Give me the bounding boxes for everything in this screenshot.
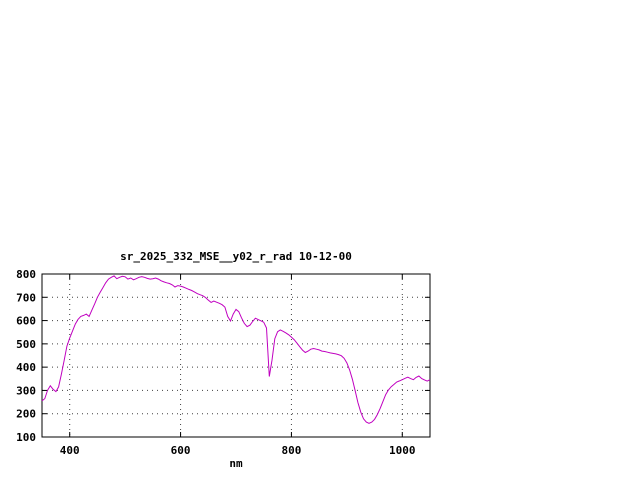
x-tick-label: 800	[281, 444, 301, 457]
y-tick-label: 200	[16, 408, 36, 421]
spectrum-line	[41, 275, 431, 424]
y-tick-label: 400	[16, 361, 36, 374]
y-tick-label: 300	[16, 384, 36, 397]
x-axis-label: nm	[229, 457, 243, 470]
y-tick-label: 600	[16, 315, 36, 328]
grid-layer	[42, 273, 430, 438]
y-tick-label: 100	[16, 431, 36, 444]
data-layer	[41, 275, 431, 424]
tick-layer	[41, 273, 431, 438]
x-tick-label: 1000	[389, 444, 416, 457]
axis-tick-labels: 100 200 300 400 500 600 700 800 400 600 800 1000	[16, 268, 415, 457]
y-tick-label: 700	[16, 291, 36, 304]
x-tick-label: 400	[60, 444, 80, 457]
x-tick-label: 600	[171, 444, 191, 457]
chart-title: sr_2025_332_MSE__y02_r_rad 10-12-00	[120, 250, 352, 263]
y-tick-label: 800	[16, 268, 36, 281]
y-tick-label: 500	[16, 338, 36, 351]
plot-border	[41, 273, 431, 438]
